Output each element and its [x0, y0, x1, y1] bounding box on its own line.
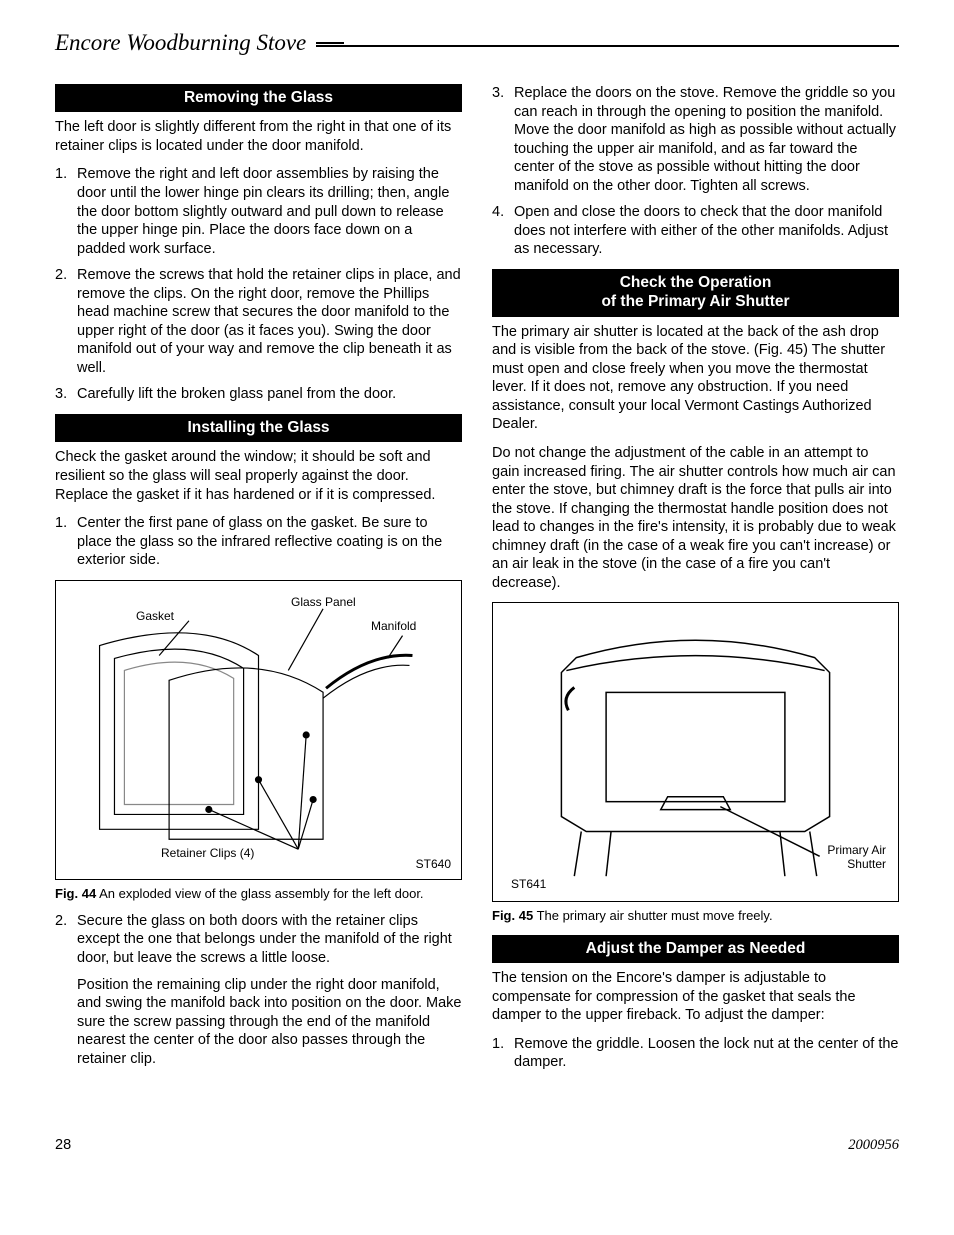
- section-title-line1: Check the Operation: [620, 274, 772, 291]
- fig44-label-glass-panel: Glass Panel: [291, 595, 356, 609]
- fig45-caption-text: The primary air shutter must move freely…: [533, 908, 772, 923]
- fig44-caption-text: An exploded view of the glass assembly f…: [96, 886, 423, 901]
- list-item: 1.Remove the griddle. Loosen the lock nu…: [492, 1035, 899, 1072]
- section-heading-removing-glass: Removing the Glass: [55, 84, 462, 112]
- installing-glass-steps-a: 1.Center the first pane of glass on the …: [55, 514, 462, 570]
- header-rule: [316, 45, 899, 47]
- list-item: 4.Open and close the doors to check that…: [492, 203, 899, 259]
- list-item: 3.Carefully lift the broken glass panel …: [55, 385, 462, 404]
- section-title-line2: of the Primary Air Shutter: [601, 293, 789, 310]
- list-item: 2.Remove the screws that hold the retain…: [55, 266, 462, 377]
- figure-45-caption: Fig. 45 The primary air shutter must mov…: [492, 908, 899, 924]
- fig44-label-manifold: Manifold: [371, 619, 416, 633]
- fig44-code: ST640: [416, 857, 451, 871]
- paragraph: The tension on the Encore's damper is ad…: [492, 969, 899, 1025]
- fig44-label-retainer: Retainer Clips (4): [161, 846, 254, 860]
- paragraph: The left door is slightly different from…: [55, 118, 462, 155]
- fig45-label-shutter: Primary Air Shutter: [827, 843, 886, 871]
- manual-title: Encore Woodburning Stove: [55, 30, 306, 56]
- section-heading-adjust-damper: Adjust the Damper as Needed: [492, 935, 899, 963]
- fig45-caption-bold: Fig. 45: [492, 908, 533, 923]
- page-header: Encore Woodburning Stove: [55, 30, 899, 59]
- left-column: Removing the Glass The left door is slig…: [55, 84, 462, 1082]
- step-text: Position the remaining clip under the ri…: [77, 976, 462, 1069]
- right-column: 3.Replace the doors on the stove. Remove…: [492, 84, 899, 1082]
- step-text: Secure the glass on both doors with the …: [77, 912, 462, 968]
- figure-45: ST641 Primary Air Shutter: [492, 602, 899, 902]
- paragraph: Do not change the adjustment of the cabl…: [492, 444, 899, 592]
- figure-44: Gasket Glass Panel Manifold Retainer Cli…: [55, 580, 462, 880]
- adjust-damper-steps: 1.Remove the griddle. Loosen the lock nu…: [492, 1035, 899, 1072]
- paragraph: Check the gasket around the window; it s…: [55, 448, 462, 504]
- paragraph: The primary air shutter is located at th…: [492, 323, 899, 434]
- page-footer: 28 2000956: [55, 1137, 899, 1154]
- document-number: 2000956: [848, 1137, 899, 1154]
- fig44-caption-bold: Fig. 44: [55, 886, 96, 901]
- section-heading-check-operation: Check the Operation of the Primary Air S…: [492, 269, 899, 317]
- two-column-layout: Removing the Glass The left door is slig…: [55, 84, 899, 1082]
- installing-glass-steps-b: 2. Secure the glass on both doors with t…: [55, 912, 462, 1068]
- list-item: 3.Replace the doors on the stove. Remove…: [492, 84, 899, 195]
- installing-glass-steps-cont: 3.Replace the doors on the stove. Remove…: [492, 84, 899, 259]
- list-item: 1.Center the first pane of glass on the …: [55, 514, 462, 570]
- list-item: 2. Secure the glass on both doors with t…: [55, 912, 462, 1068]
- figure-44-caption: Fig. 44 An exploded view of the glass as…: [55, 886, 462, 902]
- page-number: 28: [55, 1137, 71, 1154]
- section-heading-installing-glass: Installing the Glass: [55, 414, 462, 442]
- removing-glass-steps: 1.Remove the right and left door assembl…: [55, 165, 462, 404]
- fig44-label-gasket: Gasket: [136, 609, 174, 623]
- list-item: 1.Remove the right and left door assembl…: [55, 165, 462, 258]
- fig45-code: ST641: [511, 877, 546, 891]
